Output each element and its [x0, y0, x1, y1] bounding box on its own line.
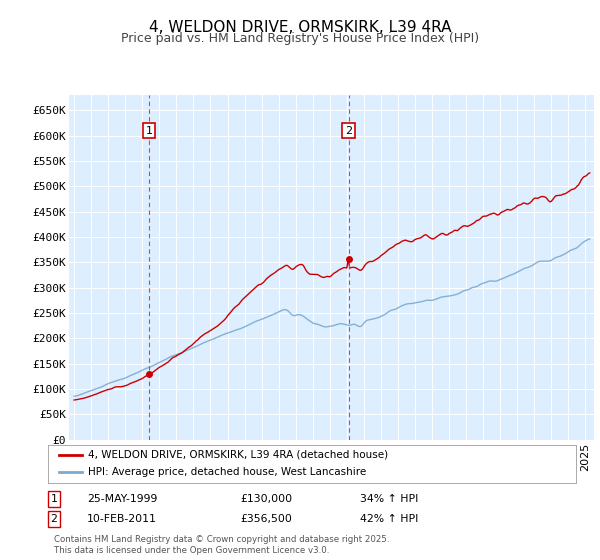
Text: Contains HM Land Registry data © Crown copyright and database right 2025.
This d: Contains HM Land Registry data © Crown c…: [54, 535, 389, 555]
Text: 10-FEB-2011: 10-FEB-2011: [87, 514, 157, 524]
Text: 42% ↑ HPI: 42% ↑ HPI: [360, 514, 418, 524]
Text: 4, WELDON DRIVE, ORMSKIRK, L39 4RA (detached house): 4, WELDON DRIVE, ORMSKIRK, L39 4RA (deta…: [88, 450, 388, 460]
Text: Price paid vs. HM Land Registry's House Price Index (HPI): Price paid vs. HM Land Registry's House …: [121, 32, 479, 45]
Text: 2: 2: [50, 514, 58, 524]
Text: 1: 1: [50, 494, 58, 504]
Text: 25-MAY-1999: 25-MAY-1999: [87, 494, 157, 504]
Text: 4, WELDON DRIVE, ORMSKIRK, L39 4RA: 4, WELDON DRIVE, ORMSKIRK, L39 4RA: [149, 20, 451, 35]
Text: HPI: Average price, detached house, West Lancashire: HPI: Average price, detached house, West…: [88, 468, 366, 478]
Text: £356,500: £356,500: [240, 514, 292, 524]
Text: 34% ↑ HPI: 34% ↑ HPI: [360, 494, 418, 504]
Text: 2: 2: [345, 125, 352, 136]
Text: £130,000: £130,000: [240, 494, 292, 504]
Text: 1: 1: [145, 125, 152, 136]
